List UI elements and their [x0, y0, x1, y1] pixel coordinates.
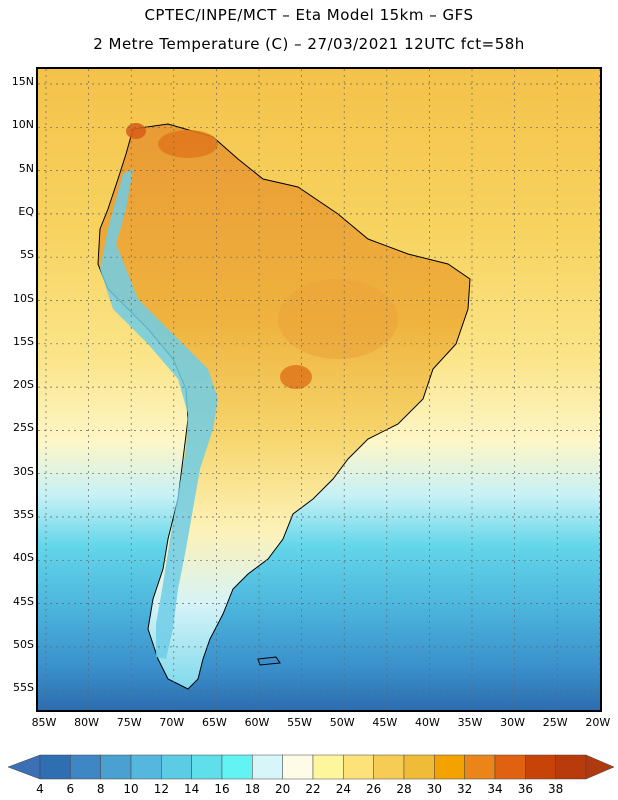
colorbar-swatch: [494, 754, 526, 780]
colorbar-level-label: 12: [153, 782, 169, 796]
colorbar-swatch: [221, 754, 253, 780]
lat-label: 50S: [13, 637, 34, 651]
hot-spot-paraguay: [280, 365, 312, 389]
lon-label: 80W: [74, 716, 100, 729]
lon-label: 20W: [585, 716, 611, 729]
colorbar-swatch: [312, 754, 344, 780]
lat-label: 5S: [20, 248, 34, 262]
lat-label: 25S: [13, 421, 34, 435]
lon-label: 25W: [542, 716, 568, 729]
lat-label: 5N: [18, 161, 34, 175]
colorbar-level-label: 14: [184, 782, 200, 796]
map-canvas: [38, 69, 600, 710]
lat-label: 10S: [13, 291, 34, 305]
colorbar-swatch: [130, 754, 162, 780]
colorbar-level-label: 38: [548, 782, 564, 796]
lon-label: 30W: [500, 716, 526, 729]
lon-label: 85W: [31, 716, 57, 729]
colorbar-swatch: [434, 754, 465, 780]
colorbar-swatch: [525, 754, 556, 780]
colorbar-swatch: [464, 754, 496, 780]
colorbar-swatch: [343, 754, 374, 780]
colorbar-level-label: 16: [214, 782, 230, 796]
colorbar-swatch: [555, 754, 587, 780]
lon-label: 65W: [201, 716, 227, 729]
lat-label: 35S: [13, 508, 34, 521]
colorbar-level-label: 26: [366, 782, 382, 796]
lat-label: 55S: [13, 681, 34, 695]
lon-label: 50W: [329, 716, 355, 729]
colorbar-level-label: 6: [66, 782, 75, 796]
lat-label: EQ: [18, 204, 34, 218]
colorbar-swatch: [191, 754, 223, 780]
colorbar-level-label: 8: [96, 782, 105, 796]
lon-label: 40W: [414, 716, 440, 729]
lon-label: 70W: [159, 716, 185, 729]
colorbar-swatch: [252, 754, 283, 780]
colorbar-level-label: 36: [517, 782, 533, 796]
colorbar-swatch: [100, 754, 132, 780]
lon-label: 45W: [372, 716, 398, 729]
temperature-map: [36, 67, 602, 712]
colorbar-swatch: [161, 754, 192, 780]
colorbar-swatch: [70, 754, 101, 780]
map-title: CPTEC/INPE/MCT – Eta Model 15km – GFS: [144, 6, 474, 24]
warm-region-brazil: [278, 279, 398, 359]
map-subtitle: 2 Metre Temperature (C) – 27/03/2021 12U…: [93, 35, 525, 53]
lat-lon-grid: [38, 69, 600, 710]
colorbar-over-arrow: [585, 754, 615, 780]
colorbar-level-label: 30: [426, 782, 442, 796]
colorbar-level-label: 34: [487, 782, 503, 796]
colorbar-swatch: [282, 754, 314, 780]
colorbar: [7, 754, 615, 780]
hot-spot-venezuela: [158, 130, 218, 158]
colorbar-under-arrow: [7, 754, 41, 780]
hot-spot-colombia: [126, 123, 146, 139]
lon-label: 60W: [244, 716, 270, 729]
colorbar-swatch: [39, 754, 71, 780]
colorbar-level-label: 28: [396, 782, 412, 796]
lon-label: 55W: [287, 716, 313, 729]
lat-label: 45S: [13, 594, 34, 608]
colorbar-swatch: [373, 754, 405, 780]
colorbar-level-label: 24: [335, 782, 351, 796]
colorbar-level-label: 4: [36, 782, 44, 796]
lat-label: 20S: [13, 378, 34, 392]
lat-label: 40S: [13, 551, 34, 565]
falkland-islands: [257, 656, 281, 666]
colorbar-level-label: 32: [457, 782, 473, 796]
lat-label: 15S: [13, 334, 34, 348]
andes-cool-region: [100, 169, 218, 659]
lon-label: 75W: [116, 716, 142, 729]
colorbar-level-label: 18: [244, 782, 260, 796]
lat-label: 15N: [11, 75, 34, 88]
lon-label: 35W: [457, 716, 483, 729]
colorbar-level-label: 22: [305, 782, 321, 796]
colorbar-level-label: 10: [123, 782, 139, 796]
colorbar-level-label: 20: [275, 782, 291, 796]
lat-label: 10N: [11, 118, 34, 132]
colorbar-swatch: [403, 754, 435, 780]
lat-label: 30S: [13, 464, 34, 478]
